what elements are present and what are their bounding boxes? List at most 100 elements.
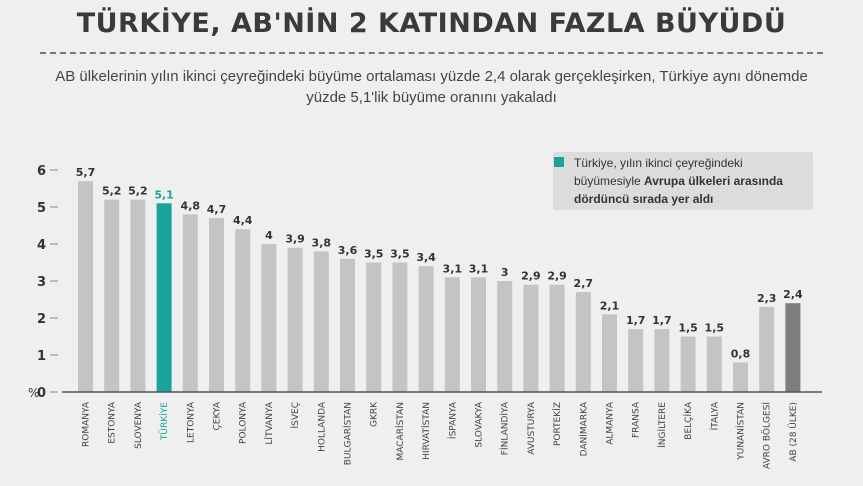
bar [444, 277, 460, 392]
x-tick-label: TÜRKİYE [159, 402, 170, 441]
data-label: 5,1 [154, 188, 174, 201]
data-label: 3,5 [390, 248, 410, 261]
data-label: 2,9 [521, 270, 541, 283]
bar [418, 266, 434, 392]
x-tick-label: PORTEKİZ [552, 402, 563, 446]
bar [733, 362, 748, 392]
bar [287, 247, 303, 392]
data-label: 4,7 [207, 203, 227, 216]
x-tick-label: ESTONYA [108, 401, 118, 444]
title-divider [40, 52, 823, 54]
bar [209, 218, 224, 392]
x-tick-label: HIRVATİSTAN [421, 402, 432, 460]
x-tick-label: ALMANYA [606, 401, 616, 445]
data-label: 1,5 [678, 322, 698, 335]
x-tick-label: SLOVAKYA [475, 401, 485, 447]
data-label: 2,1 [600, 299, 620, 312]
y-tick-label: 6 [37, 164, 46, 179]
x-tick-label: BELÇİKA [683, 401, 694, 440]
x-tick-label: DANİMARKA [578, 401, 589, 456]
bar [497, 281, 513, 392]
data-label: 2,7 [574, 277, 594, 290]
x-tick-label: YUNANİSTAN [736, 402, 747, 461]
bar [654, 329, 670, 392]
y-tick-label: 5 [37, 201, 46, 216]
data-label: 2,9 [547, 270, 567, 283]
bar [706, 336, 722, 392]
y-tick-label: 3 [37, 275, 46, 290]
bar [392, 262, 408, 392]
x-tick-label: AB (28 ÜLKE) [788, 402, 799, 462]
bar [602, 314, 617, 392]
data-label: 1,7 [652, 314, 672, 327]
bar [785, 303, 801, 392]
chart-title: TÜRKİYE, AB'NİN 2 KATINDAN FAZLA BÜYÜDÜ [76, 8, 787, 39]
callout-text: Türkiye, yılın ikinci çeyreğindeki büyüm… [574, 154, 804, 208]
x-tick-label: FİNLANDİYA [500, 401, 511, 455]
data-label: 3 [501, 266, 509, 279]
data-label: 2,3 [757, 292, 777, 305]
x-tick-label: İNGİLTERE [657, 402, 668, 448]
x-tick-label: MACARİSTAN [395, 402, 406, 461]
chart-subtitle: AB ülkelerinin yılın ikinci çeyreğindeki… [55, 68, 808, 106]
data-label: 3,5 [364, 248, 384, 261]
bar [680, 336, 696, 392]
y-tick-label: 4 [37, 238, 46, 253]
bar [759, 306, 775, 392]
bar [575, 292, 591, 392]
bar [471, 277, 486, 392]
data-label: 5,2 [102, 185, 122, 198]
x-tick-label: AVRO BÖLGESİ [762, 402, 773, 469]
bar [130, 199, 146, 392]
x-tick-label: HOLLANDA [317, 401, 327, 452]
bar [628, 329, 644, 392]
data-label: 4,8 [181, 199, 201, 212]
bar [549, 284, 565, 392]
callout-marker [554, 157, 564, 167]
data-label: 3,4 [416, 251, 436, 264]
data-label: 1,7 [626, 314, 646, 327]
data-label: 3,9 [285, 233, 305, 246]
data-label: 4,4 [233, 214, 253, 227]
y-axis-label: % [28, 386, 39, 400]
y-tick-label: 2 [37, 312, 46, 327]
data-label: 3,6 [338, 244, 358, 257]
data-label: 3,8 [312, 236, 332, 249]
x-tick-label: ROMANYA [82, 401, 92, 447]
bar [235, 229, 251, 392]
data-label: 3,1 [443, 262, 463, 275]
data-label: 5,7 [76, 166, 96, 179]
data-label: 2,4 [783, 288, 803, 301]
x-tick-label: GKRK [370, 401, 380, 427]
x-tick-label: FRANSA [632, 401, 642, 438]
bar [261, 244, 277, 392]
bar [340, 258, 355, 392]
x-tick-label: ÇEKYA [213, 401, 223, 430]
bar [104, 199, 120, 392]
bar [313, 251, 329, 392]
bar [78, 181, 93, 392]
x-tick-label: İSVEÇ [290, 402, 301, 429]
data-label: 4 [265, 229, 273, 242]
x-tick-label: AVUSTURYA [527, 401, 537, 455]
callout-text-plain: Türkiye, yılın ikinci çeyreğindeki büyüm… [574, 156, 743, 188]
x-tick-label: LİTVANYA [264, 401, 275, 444]
x-tick-label: POLONYA [239, 401, 249, 444]
callout-text-bold: Avrupa ülkeleri arasında dördüncü sırada… [574, 174, 783, 206]
bar [156, 203, 172, 392]
x-tick-label: İSPANYA [447, 401, 458, 439]
y-tick-label: 1 [37, 349, 46, 364]
bar [182, 214, 198, 392]
x-tick-label: LETONYA [186, 401, 196, 443]
data-label: 5,2 [128, 185, 148, 198]
callout-box [553, 152, 813, 210]
data-label: 3,1 [469, 262, 489, 275]
data-label: 0,8 [731, 347, 751, 360]
x-tick-label: SLOVENYA [134, 401, 144, 449]
x-tick-label: İTALYA [709, 401, 720, 430]
bar [523, 284, 539, 392]
data-label: 1,5 [705, 322, 725, 335]
bar [366, 262, 382, 392]
y-tick-label: 0 [37, 386, 46, 401]
